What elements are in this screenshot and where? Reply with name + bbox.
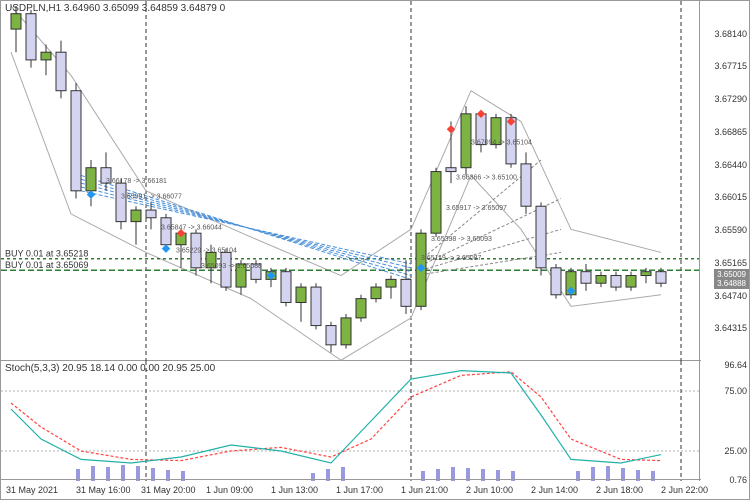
- stoch-tick: 75.00: [724, 386, 747, 396]
- svg-text:3.65119 -> 3.65087: 3.65119 -> 3.65087: [421, 255, 482, 262]
- stochastic-chart[interactable]: [1, 361, 701, 481]
- svg-text:3.65229 -> 3.65104: 3.65229 -> 3.65104: [176, 247, 237, 254]
- svg-text:3.66366 -> 3.65100: 3.66366 -> 3.65100: [456, 174, 517, 181]
- main-chart[interactable]: BUY 0.01 at 3.65218BUY 0.01 at 3.65069 3.…: [1, 1, 701, 361]
- time-tick: 1 Jun 13:00: [271, 485, 318, 495]
- stoch-axis: 96.6475.0025.000.76: [699, 361, 749, 481]
- time-tick: 31 May 2021: [6, 485, 58, 495]
- price-tick: 3.67715: [714, 61, 747, 71]
- chart-container: USDPLN,H1 3.64960 3.65099 3.64859 3.6487…: [0, 0, 750, 500]
- svg-text:BUY 0.01 at 3.65069: BUY 0.01 at 3.65069: [5, 260, 88, 270]
- stoch-title: Stoch(5,3,3) 20.95 18.14 0.00 0.00 20.95…: [5, 363, 215, 374]
- time-tick: 2 Jun 18:00: [596, 485, 643, 495]
- time-tick: 2 Jun 10:00: [466, 485, 513, 495]
- price-tick: 3.66865: [714, 127, 747, 137]
- price-tick: 3.66015: [714, 192, 747, 202]
- price-tick: 3.65590: [714, 225, 747, 235]
- time-tick: 1 Jun 09:00: [206, 485, 253, 495]
- svg-text:3.67094 -> 3.65104: 3.67094 -> 3.65104: [471, 140, 532, 147]
- time-tick: 1 Jun 17:00: [336, 485, 383, 495]
- chart-title: USDPLN,H1 3.64960 3.65099 3.64859 3.6487…: [5, 3, 225, 14]
- svg-text:3.65991 -> 3.66077: 3.65991 -> 3.66077: [121, 194, 182, 201]
- price-tick: 3.64740: [714, 291, 747, 301]
- time-tick: 31 May 16:00: [76, 485, 131, 495]
- time-tick: 31 May 20:00: [141, 485, 196, 495]
- svg-text:3.66178 -> 3.66181: 3.66178 -> 3.66181: [106, 178, 167, 185]
- time-tick: 2 Jun 22:00: [661, 485, 708, 495]
- stoch-tick: 25.00: [724, 446, 747, 456]
- price-tick: 3.65165: [714, 258, 747, 268]
- current-price-label: 3.64888: [714, 278, 749, 289]
- svg-text:BUY 0.01 at 3.65218: BUY 0.01 at 3.65218: [5, 249, 88, 259]
- svg-text:3.65398 -> 3.65093: 3.65398 -> 3.65093: [431, 236, 492, 243]
- price-tick: 3.67290: [714, 94, 747, 104]
- svg-text:3.65093 -> 3.65088: 3.65093 -> 3.65088: [201, 263, 262, 270]
- time-tick: 1 Jun 21:00: [401, 485, 448, 495]
- stoch-tick: 0.76: [729, 475, 747, 485]
- price-tick: 3.64315: [714, 323, 747, 333]
- time-tick: 2 Jun 14:00: [531, 485, 578, 495]
- stoch-tick: 96.64: [724, 360, 747, 370]
- svg-text:3.65917 -> 3.65097: 3.65917 -> 3.65097: [446, 205, 507, 212]
- time-axis: 31 May 2021 31 May 16:00 31 May 20:00 1 Jun…: [1, 479, 701, 499]
- price-tick: 3.66440: [714, 160, 747, 170]
- svg-text:3.65847 -> 3.66044: 3.65847 -> 3.66044: [161, 224, 222, 231]
- price-axis: 3.68140 3.67715 3.67290 3.66865 3.66440 3.660…: [699, 1, 749, 361]
- price-tick: 3.68140: [714, 29, 747, 39]
